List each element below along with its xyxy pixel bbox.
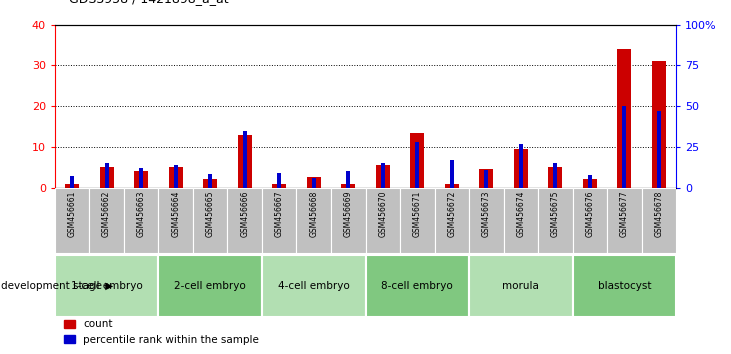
Bar bbox=[341, 183, 355, 188]
Bar bbox=[588, 176, 592, 188]
Text: GSM456675: GSM456675 bbox=[551, 191, 560, 238]
Bar bbox=[135, 171, 148, 188]
Text: GSM456676: GSM456676 bbox=[586, 191, 594, 238]
Bar bbox=[410, 133, 424, 188]
Bar bbox=[203, 179, 217, 188]
Text: GSM456672: GSM456672 bbox=[447, 191, 456, 237]
Bar bbox=[642, 188, 676, 253]
Bar bbox=[277, 173, 281, 188]
Bar bbox=[346, 171, 350, 188]
Bar bbox=[469, 188, 504, 253]
Bar bbox=[553, 163, 558, 188]
Text: GSM456662: GSM456662 bbox=[102, 191, 111, 237]
Text: GDS3958 / 1421898_a_at: GDS3958 / 1421898_a_at bbox=[69, 0, 229, 5]
Text: GSM456677: GSM456677 bbox=[620, 191, 629, 238]
Bar bbox=[504, 188, 538, 253]
Bar bbox=[238, 135, 251, 188]
Bar bbox=[105, 163, 109, 188]
Bar bbox=[169, 167, 183, 188]
Bar bbox=[193, 188, 227, 253]
Text: GSM456674: GSM456674 bbox=[516, 191, 526, 238]
Bar bbox=[376, 165, 390, 188]
Text: GSM456661: GSM456661 bbox=[67, 191, 77, 237]
Text: GSM456663: GSM456663 bbox=[137, 191, 145, 238]
Legend: count, percentile rank within the sample: count, percentile rank within the sample bbox=[60, 315, 263, 349]
Text: GSM456670: GSM456670 bbox=[378, 191, 387, 238]
Bar bbox=[450, 160, 454, 188]
Bar bbox=[159, 255, 262, 317]
Bar bbox=[55, 255, 159, 317]
Bar bbox=[99, 167, 113, 188]
Bar bbox=[538, 188, 572, 253]
Text: blastocyst: blastocyst bbox=[598, 281, 651, 291]
Bar bbox=[243, 131, 247, 188]
Bar bbox=[657, 111, 661, 188]
Bar bbox=[434, 188, 469, 253]
Bar bbox=[262, 188, 297, 253]
Text: 8-cell embryo: 8-cell embryo bbox=[382, 281, 453, 291]
Bar bbox=[89, 188, 124, 253]
Text: GSM456671: GSM456671 bbox=[413, 191, 422, 237]
Bar bbox=[159, 188, 193, 253]
Text: GSM456669: GSM456669 bbox=[344, 191, 353, 238]
Bar bbox=[65, 183, 79, 188]
Bar bbox=[297, 188, 331, 253]
Bar bbox=[272, 183, 286, 188]
Bar bbox=[618, 49, 632, 188]
Bar bbox=[55, 188, 89, 253]
Bar bbox=[227, 188, 262, 253]
Text: 2-cell embryo: 2-cell embryo bbox=[174, 281, 246, 291]
Bar bbox=[652, 62, 666, 188]
Bar bbox=[262, 255, 366, 317]
Bar bbox=[484, 170, 488, 188]
Text: GSM456666: GSM456666 bbox=[240, 191, 249, 238]
Text: development stage ▶: development stage ▶ bbox=[1, 281, 113, 291]
Text: GSM456667: GSM456667 bbox=[275, 191, 284, 238]
Bar bbox=[124, 188, 159, 253]
Bar bbox=[622, 106, 626, 188]
Text: GSM456673: GSM456673 bbox=[482, 191, 491, 238]
Bar bbox=[583, 179, 596, 188]
Bar bbox=[572, 255, 676, 317]
Bar bbox=[208, 174, 212, 188]
Text: 1-cell embryo: 1-cell embryo bbox=[71, 281, 143, 291]
Bar bbox=[307, 177, 321, 188]
Bar bbox=[445, 183, 459, 188]
Text: GSM456668: GSM456668 bbox=[309, 191, 318, 237]
Bar bbox=[311, 178, 316, 188]
Bar bbox=[415, 142, 420, 188]
Bar bbox=[514, 149, 528, 188]
Bar bbox=[366, 255, 469, 317]
Bar bbox=[366, 188, 400, 253]
Bar bbox=[469, 255, 572, 317]
Text: morula: morula bbox=[502, 281, 539, 291]
Text: GSM456664: GSM456664 bbox=[171, 191, 180, 238]
Bar bbox=[331, 188, 366, 253]
Text: 4-cell embryo: 4-cell embryo bbox=[278, 281, 349, 291]
Bar bbox=[381, 163, 385, 188]
Bar bbox=[400, 188, 434, 253]
Bar bbox=[70, 176, 74, 188]
Bar bbox=[548, 167, 562, 188]
Bar bbox=[173, 165, 178, 188]
Bar bbox=[572, 188, 607, 253]
Bar bbox=[519, 144, 523, 188]
Text: GSM456678: GSM456678 bbox=[654, 191, 664, 237]
Bar bbox=[139, 168, 143, 188]
Text: GSM456665: GSM456665 bbox=[205, 191, 215, 238]
Bar bbox=[607, 188, 642, 253]
Bar bbox=[480, 169, 493, 188]
